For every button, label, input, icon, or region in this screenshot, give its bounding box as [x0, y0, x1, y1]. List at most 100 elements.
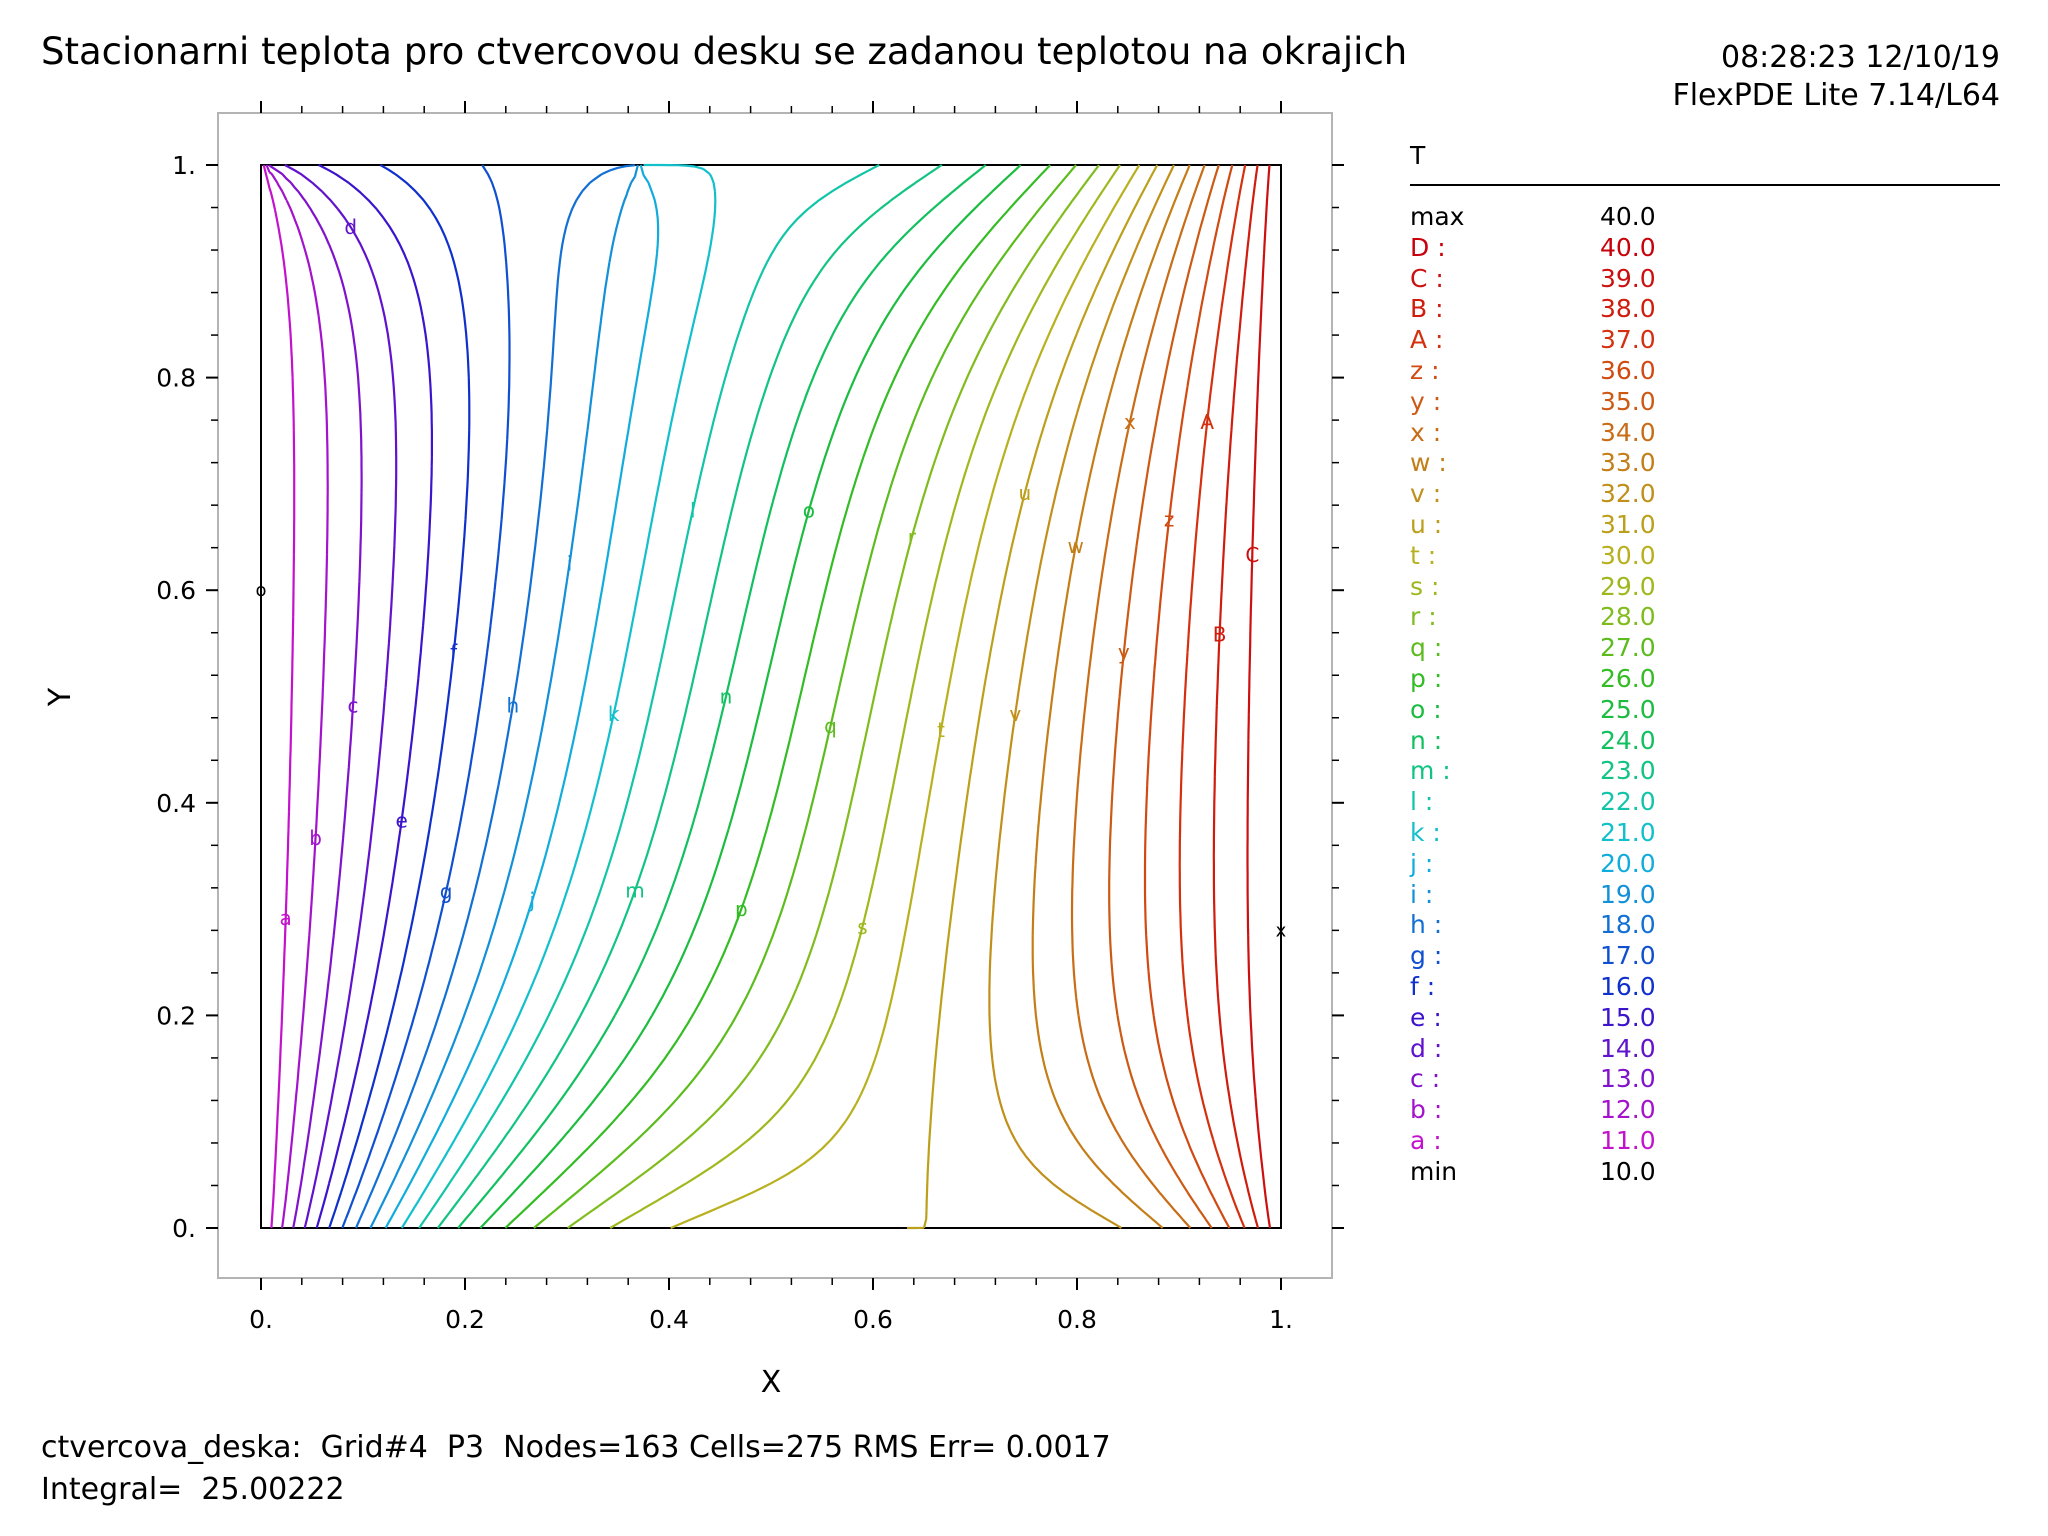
max-marker: x: [1276, 920, 1287, 941]
legend-label: t :: [1410, 540, 1437, 570]
x-tick-label: 1.: [1269, 1305, 1293, 1334]
plot-title: Stacionarni teplota pro ctvercovou desku…: [41, 30, 1408, 73]
contour-line: [988, 164, 1175, 1229]
legend-label: e :: [1410, 1002, 1442, 1032]
contour-line: [265, 164, 329, 1229]
legend-label: x :: [1410, 417, 1442, 447]
contour-line: [1246, 164, 1272, 1229]
legend-value: 21.0: [1600, 818, 1656, 847]
contour-label: A: [1200, 410, 1214, 434]
legend-value: 36.0: [1600, 356, 1656, 385]
x-tick-label: 0.2: [445, 1305, 485, 1334]
y-axis-label: Y: [43, 687, 78, 707]
legend-value: 40.0: [1600, 202, 1656, 231]
contour-line: [670, 164, 1141, 1230]
legend-value: 29.0: [1600, 571, 1656, 601]
x-tick-label: 0.8: [1057, 1305, 1097, 1334]
legend-label: g :: [1410, 941, 1443, 971]
contour-label: h: [506, 693, 519, 717]
legend-value: 22.0: [1600, 787, 1656, 817]
contour-lines: [262, 163, 1272, 1230]
contour-label: y: [1118, 640, 1130, 664]
contour-label: o: [803, 498, 815, 522]
contour-line: [328, 164, 471, 1229]
x-tick-label: 0.: [249, 1305, 273, 1334]
y-tick-label: 0.2: [156, 1001, 196, 1030]
legend-label: B :: [1410, 294, 1444, 324]
contour-line: [1143, 164, 1234, 1229]
contour-line: [457, 164, 987, 1229]
legend-value: 24.0: [1600, 725, 1656, 755]
x-tick-label: 0.4: [649, 1305, 689, 1334]
legend-label: min: [1410, 1156, 1458, 1186]
contour-labels: a b c d e f g h i j k l m n o p q r s t u v w x y z A B Co x: [255, 215, 1286, 941]
contour-line: [400, 163, 717, 1229]
y-tick-label: 0.8: [156, 364, 196, 393]
legend-value: 20.0: [1600, 848, 1656, 878]
contour-label: g: [440, 879, 453, 903]
legend-label: a :: [1410, 1126, 1442, 1155]
contour-label: t: [937, 718, 945, 742]
footer-stats: ctvercova_deska: Grid#4 P3 Nodes=163 Cel…: [41, 1430, 1111, 1465]
legend-value: 26.0: [1600, 664, 1656, 693]
contour-line: [479, 164, 1022, 1229]
legend-label: v :: [1410, 479, 1442, 509]
legend-value: 31.0: [1600, 510, 1656, 539]
contour-line: [369, 164, 639, 1229]
legend-divider: [1410, 184, 2000, 186]
contour-label: n: [720, 685, 733, 709]
contour-label: k: [608, 702, 620, 726]
contour-label: a: [280, 906, 292, 930]
legend-value: 18.0: [1600, 910, 1656, 940]
contour-line: [1031, 164, 1191, 1229]
legend-value: 15.0: [1600, 1002, 1656, 1032]
legend-label: i :: [1410, 879, 1434, 909]
contour-line: [609, 164, 1121, 1229]
legend-label: h :: [1410, 910, 1443, 940]
contour-line: [341, 164, 511, 1229]
y-tick-label: 0.4: [156, 789, 196, 818]
legend-label: max: [1410, 202, 1465, 231]
legend-value: 40.0: [1600, 232, 1656, 262]
legend-label: n :: [1410, 725, 1443, 755]
contour-label: u: [1019, 481, 1032, 505]
legend-value: 19.0: [1600, 879, 1656, 909]
contour-line: [418, 164, 880, 1229]
contour-line: [567, 164, 1100, 1229]
legend-label: A :: [1410, 325, 1444, 355]
contour-line: [262, 164, 296, 1229]
footer-integral: Integral= 25.00222: [41, 1472, 345, 1507]
legend-value: 14.0: [1600, 1033, 1656, 1063]
legend-label: j :: [1410, 848, 1434, 878]
legend-label: p :: [1410, 664, 1443, 693]
legend-label: y :: [1410, 386, 1442, 416]
contour-label: l: [690, 498, 696, 522]
contour-label: s: [857, 915, 867, 939]
contour-label: r: [908, 525, 917, 549]
contour-line: [315, 164, 433, 1229]
contour-line: [1108, 164, 1220, 1229]
legend-value: 33.0: [1600, 448, 1656, 478]
contour-label: j: [529, 888, 536, 912]
contour-label: p: [735, 897, 748, 921]
legend-label: C :: [1410, 263, 1444, 293]
legend-value: 37.0: [1600, 325, 1656, 355]
contour-label: q: [824, 714, 837, 738]
legend-label: u :: [1410, 510, 1443, 539]
legend-label: o :: [1410, 694, 1442, 724]
legend-label: b :: [1410, 1095, 1443, 1125]
legend-label: f :: [1410, 972, 1436, 1001]
legend-value: 10.0: [1600, 1156, 1656, 1186]
contour-label: b: [309, 826, 322, 850]
legend-value: 12.0: [1600, 1095, 1656, 1125]
legend-value: 13.0: [1600, 1064, 1656, 1094]
contour-line: [354, 164, 637, 1229]
legend-variable: T: [1410, 141, 1426, 170]
contour-line: [436, 164, 943, 1229]
legend-value: 39.0: [1600, 263, 1656, 293]
legend-label: d :: [1410, 1033, 1443, 1063]
contour-label: z: [1164, 507, 1175, 531]
contour-label: C: [1245, 543, 1259, 567]
legend-label: l :: [1410, 787, 1434, 817]
contour-line: [1212, 164, 1260, 1229]
